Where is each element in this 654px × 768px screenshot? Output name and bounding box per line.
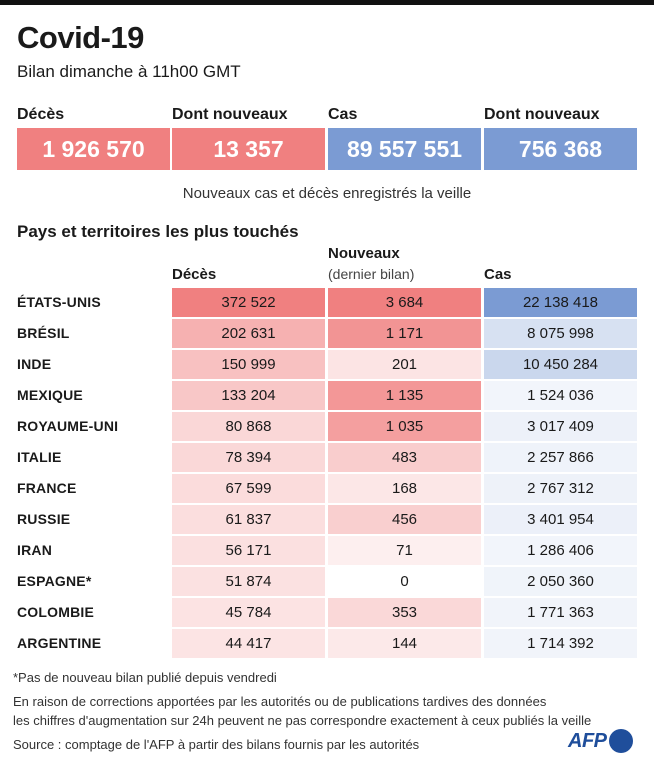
summary-label: Dont nouveaux xyxy=(172,106,288,123)
afp-logo-dot xyxy=(608,729,633,753)
country-label: COLOMBIE xyxy=(17,604,95,620)
cases-cell: 1 286 406 xyxy=(484,536,637,565)
summary-note: Nouveaux cas et décès enregistrés la vei… xyxy=(182,185,472,202)
chart-title: Covid-19 xyxy=(17,20,144,55)
cases-cell: 10 450 284 xyxy=(484,350,637,379)
new-deaths-cell: 144 xyxy=(328,629,481,658)
country-label: INDE xyxy=(17,356,52,372)
deaths-cell: 44 417 xyxy=(172,629,325,658)
summary-value: 1 926 570 xyxy=(17,128,170,170)
cases-cell: 2 257 866 xyxy=(484,443,637,472)
column-header-cases: Cas xyxy=(484,266,512,283)
cases-cell: 1 524 036 xyxy=(484,381,637,410)
afp-logo-text: AFP xyxy=(568,729,607,752)
new-deaths-cell: 1 035 xyxy=(328,412,481,441)
summary-value: 756 368 xyxy=(484,128,637,170)
summary-label: Dont nouveaux xyxy=(484,106,600,123)
new-deaths-cell: 1 135 xyxy=(328,381,481,410)
country-label: ÉTATS-UNIS xyxy=(17,294,101,310)
cases-cell: 2 050 360 xyxy=(484,567,637,596)
summary-value: 89 557 551 xyxy=(328,128,481,170)
cases-cell: 1 771 363 xyxy=(484,598,637,627)
new-deaths-cell: 201 xyxy=(328,350,481,379)
summary-label: Cas xyxy=(328,106,358,123)
cases-cell: 1 714 392 xyxy=(484,629,637,658)
top-rule xyxy=(0,0,654,5)
chart-subtitle: Bilan dimanche à 11h00 GMT xyxy=(17,62,241,81)
country-label: FRANCE xyxy=(17,480,77,496)
deaths-cell: 51 874 xyxy=(172,567,325,596)
new-deaths-cell: 1 171 xyxy=(328,319,481,348)
deaths-cell: 45 784 xyxy=(172,598,325,627)
deaths-cell: 56 171 xyxy=(172,536,325,565)
deaths-cell: 150 999 xyxy=(172,350,325,379)
summary-label: Décès xyxy=(17,106,65,123)
new-deaths-cell: 3 684 xyxy=(328,288,481,317)
footnote-asterisk: *Pas de nouveau bilan publié depuis vend… xyxy=(13,670,277,685)
country-label: ROYAUME-UNI xyxy=(17,418,119,434)
country-label: IRAN xyxy=(17,542,53,558)
cases-cell: 3 401 954 xyxy=(484,505,637,534)
country-label: MEXIQUE xyxy=(17,387,83,403)
deaths-cell: 61 837 xyxy=(172,505,325,534)
country-label: ESPAGNE* xyxy=(17,573,92,589)
cases-cell: 22 138 418 xyxy=(484,288,637,317)
column-header-deaths: Décès xyxy=(172,266,217,283)
source-note: Source : comptage de l'AFP à partir des … xyxy=(13,737,420,752)
summary-value: 13 357 xyxy=(172,128,325,170)
deaths-cell: 67 599 xyxy=(172,474,325,503)
deaths-cell: 133 204 xyxy=(172,381,325,410)
afp-logo: AFP xyxy=(568,728,633,754)
new-deaths-cell: 456 xyxy=(328,505,481,534)
country-label: BRÉSIL xyxy=(17,325,70,341)
deaths-cell: 372 522 xyxy=(172,288,325,317)
footnote-line-2: les chiffres d'augmentation sur 24h peuv… xyxy=(13,713,592,728)
deaths-cell: 80 868 xyxy=(172,412,325,441)
column-header-new-sub: (dernier bilan) xyxy=(328,266,415,282)
section-title: Pays et territoires les plus touchés xyxy=(17,222,299,241)
cases-cell: 2 767 312 xyxy=(484,474,637,503)
cases-cell: 8 075 998 xyxy=(484,319,637,348)
cases-cell: 3 017 409 xyxy=(484,412,637,441)
deaths-cell: 78 394 xyxy=(172,443,325,472)
country-label: ITALIE xyxy=(17,449,62,465)
column-header-new: Nouveaux xyxy=(328,245,400,262)
new-deaths-cell: 353 xyxy=(328,598,481,627)
deaths-cell: 202 631 xyxy=(172,319,325,348)
new-deaths-cell: 0 xyxy=(328,567,481,596)
footnote-line-1: En raison de corrections apportées par l… xyxy=(13,694,547,709)
new-deaths-cell: 71 xyxy=(328,536,481,565)
country-label: RUSSIE xyxy=(17,511,71,527)
new-deaths-cell: 168 xyxy=(328,474,481,503)
new-deaths-cell: 483 xyxy=(328,443,481,472)
country-label: ARGENTINE xyxy=(17,635,102,651)
